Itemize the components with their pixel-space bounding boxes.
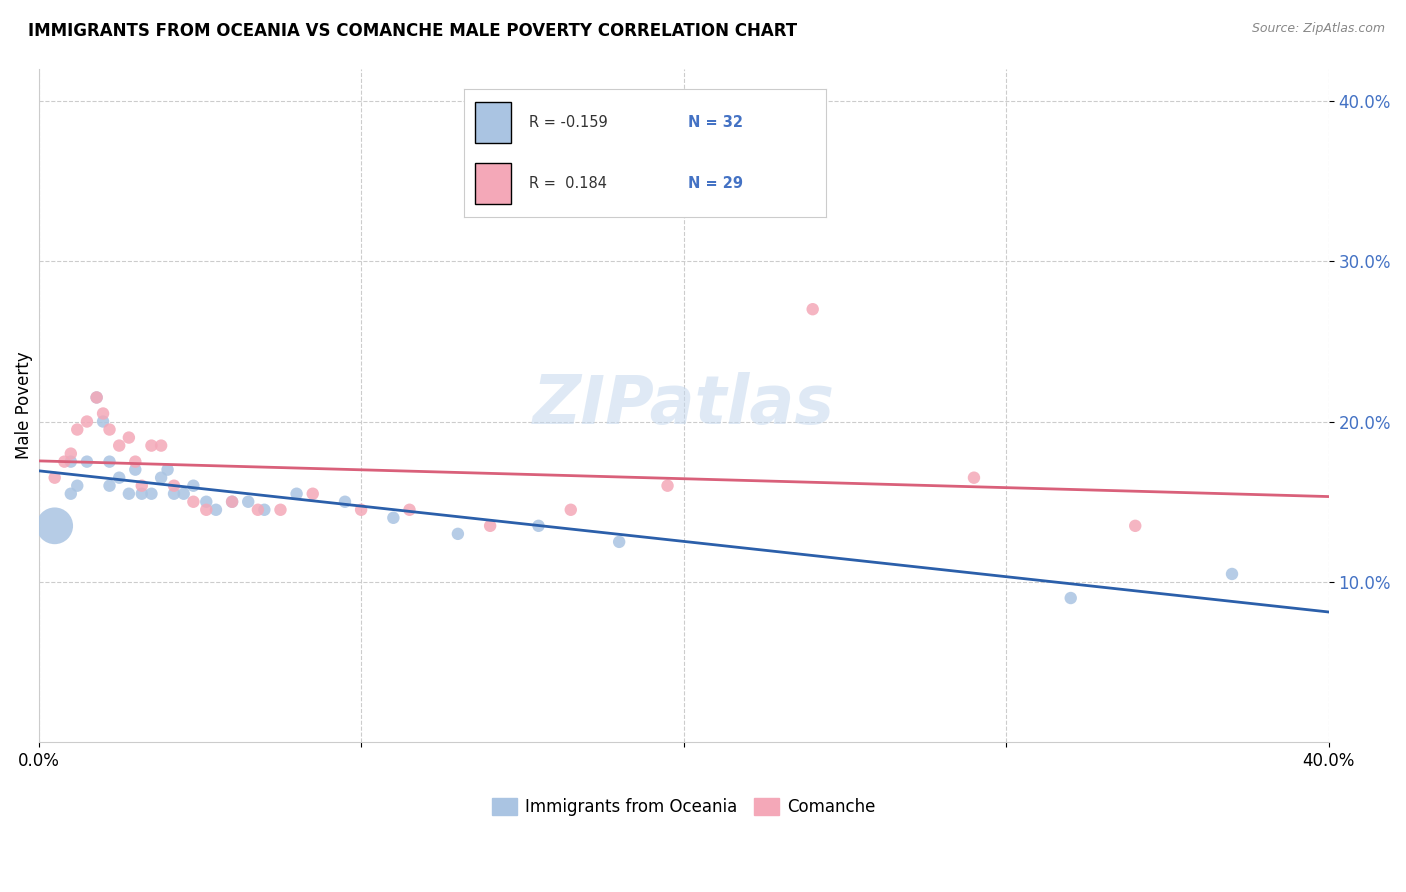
Point	[86, 391, 108, 405]
Point	[108, 439, 131, 453]
Point	[527, 518, 550, 533]
Legend: Immigrants from Oceania, Comanche: Immigrants from Oceania, Comanche	[485, 791, 883, 822]
Point	[66, 479, 89, 493]
Point	[657, 479, 679, 493]
Point	[607, 534, 630, 549]
Point	[382, 510, 405, 524]
Point	[221, 495, 243, 509]
Point	[59, 487, 82, 501]
Point	[205, 502, 228, 516]
Point	[66, 423, 89, 437]
Point	[141, 487, 163, 501]
Point	[1220, 566, 1243, 581]
Point	[163, 487, 186, 501]
Point	[98, 423, 121, 437]
Text: ZIPatlas: ZIPatlas	[533, 373, 835, 439]
Point	[253, 502, 276, 516]
Point	[1123, 518, 1146, 533]
Point	[86, 391, 108, 405]
Point	[163, 479, 186, 493]
Point	[53, 455, 76, 469]
Point	[301, 487, 323, 501]
Y-axis label: Male Poverty: Male Poverty	[15, 351, 32, 459]
Point	[173, 487, 195, 501]
Point	[963, 471, 986, 485]
Point	[238, 495, 260, 509]
Point	[447, 526, 470, 541]
Point	[350, 502, 373, 516]
Point	[59, 447, 82, 461]
Point	[1060, 591, 1083, 605]
Point	[285, 487, 308, 501]
Point	[560, 502, 582, 516]
Text: IMMIGRANTS FROM OCEANIA VS COMANCHE MALE POVERTY CORRELATION CHART: IMMIGRANTS FROM OCEANIA VS COMANCHE MALE…	[28, 22, 797, 40]
Point	[76, 415, 98, 429]
Point	[108, 471, 131, 485]
Point	[183, 479, 205, 493]
Point	[131, 479, 153, 493]
Point	[76, 455, 98, 469]
Point	[398, 502, 420, 516]
Point	[59, 455, 82, 469]
Point	[118, 487, 141, 501]
Point	[124, 455, 146, 469]
Point	[98, 455, 121, 469]
Point	[150, 439, 173, 453]
Point	[141, 439, 163, 453]
Point	[124, 463, 146, 477]
Point	[221, 495, 243, 509]
Point	[333, 495, 356, 509]
Text: Source: ZipAtlas.com: Source: ZipAtlas.com	[1251, 22, 1385, 36]
Point	[118, 431, 141, 445]
Point	[98, 479, 121, 493]
Point	[479, 518, 502, 533]
Point	[246, 502, 269, 516]
Point	[44, 471, 66, 485]
Point	[91, 407, 114, 421]
Point	[131, 487, 153, 501]
Point	[801, 302, 824, 317]
Point	[44, 518, 66, 533]
Point	[150, 471, 173, 485]
Point	[195, 502, 218, 516]
Point	[269, 502, 291, 516]
Point	[91, 415, 114, 429]
Point	[195, 495, 218, 509]
Point	[183, 495, 205, 509]
Point	[156, 463, 179, 477]
